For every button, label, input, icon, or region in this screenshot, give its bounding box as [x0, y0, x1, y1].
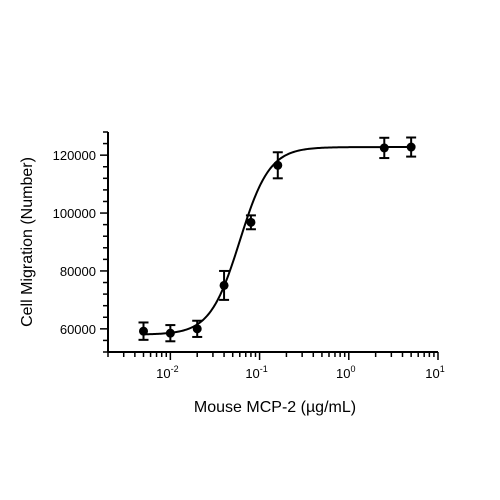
y-tick-label: 60000: [60, 322, 96, 337]
data-point: [139, 326, 149, 336]
data-points: [138, 136, 417, 343]
x-tick-label: 10-2: [156, 364, 178, 381]
data-point-group: [379, 136, 390, 160]
data-point: [379, 143, 389, 153]
x-tick-label: 10-1: [245, 364, 267, 381]
data-point: [406, 142, 416, 152]
x-tick-label: 100: [336, 364, 355, 381]
x-tick-label: 101: [425, 364, 444, 381]
data-point: [165, 328, 175, 338]
y-axis: 60000 80000 100000 120000: [53, 131, 109, 353]
data-point-group: [406, 136, 417, 158]
y-tick-label: 100000: [53, 206, 96, 221]
y-tick-label: 80000: [60, 264, 96, 279]
data-point: [273, 160, 283, 170]
y-tick-label: 120000: [53, 148, 96, 163]
data-point-group: [272, 151, 283, 180]
y-axis-title: Cell Migration (Number): [19, 157, 36, 327]
x-axis: 10-2 10-1 100 101: [107, 351, 445, 381]
data-point: [219, 280, 229, 290]
data-point-group: [138, 321, 149, 341]
data-point: [246, 217, 256, 227]
data-point-group: [165, 324, 176, 343]
data-point-group: [245, 214, 256, 231]
data-point: [192, 324, 202, 334]
data-point-group: [192, 319, 203, 338]
x-axis-title: Mouse MCP-2 (µg/mL): [194, 399, 356, 416]
data-point-group: [219, 269, 230, 301]
